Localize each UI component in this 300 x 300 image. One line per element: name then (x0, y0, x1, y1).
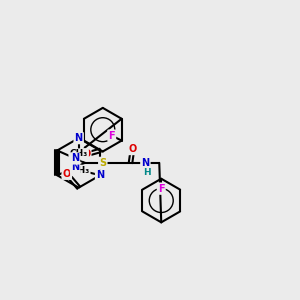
Text: CH₃: CH₃ (70, 149, 88, 158)
Text: F: F (158, 184, 165, 194)
Text: H: H (144, 168, 151, 177)
Text: N: N (75, 133, 83, 143)
Text: N: N (71, 162, 79, 172)
Text: F: F (108, 130, 115, 141)
Text: O: O (82, 149, 90, 160)
Text: CH₃: CH₃ (71, 166, 89, 175)
Text: N: N (71, 153, 79, 164)
Text: S: S (99, 158, 106, 168)
Text: N: N (96, 170, 104, 180)
Text: N: N (141, 158, 149, 168)
Text: O: O (63, 169, 71, 179)
Text: O: O (128, 144, 136, 154)
